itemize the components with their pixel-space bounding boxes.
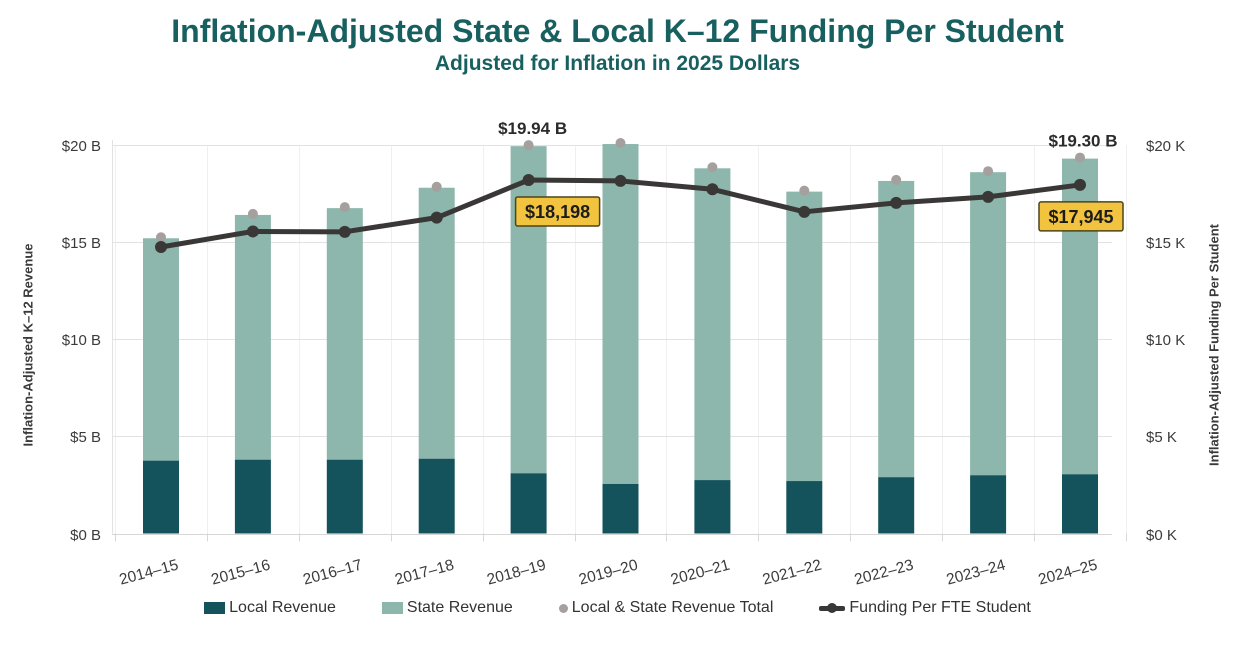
x-label-2019–20: 2019–20 (577, 557, 640, 589)
line-point-2020–21[interactable] (706, 183, 719, 196)
line-point-2018–19[interactable] (522, 174, 535, 187)
line-point-2014–15[interactable] (155, 240, 167, 253)
x-label-2018–19: 2018–19 (485, 557, 548, 589)
state-revenue-swatch-icon (381, 602, 403, 614)
line-callout-text-2024–25: $17,945 (1048, 207, 1113, 227)
bar-local-2014–15[interactable] (143, 460, 179, 534)
line-point-2023–24[interactable] (982, 190, 995, 203)
funding-line-swatch-icon (819, 603, 846, 613)
y-tick-right-4: $20 K (1146, 138, 1185, 155)
bar-local-2021–22[interactable] (786, 481, 823, 534)
total-dot-2019–20[interactable] (615, 138, 626, 149)
bar-total-label-2024–25: $19.30 B (1049, 132, 1118, 151)
legend-item-revenue-total[interactable]: Local & State Revenue Total (558, 599, 774, 617)
chart-header: Inflation-Adjusted State & Local K–12 Fu… (0, 12, 1235, 76)
bar-local-2016–17[interactable] (326, 459, 363, 534)
bar-state-2022–23[interactable] (878, 180, 915, 478)
y-tick-left-4: $20 B (62, 138, 101, 155)
bar-local-2024–25[interactable] (1062, 474, 1098, 534)
bar-state-2020–21[interactable] (694, 168, 731, 481)
legend: Local Revenue State Revenue Local & Stat… (0, 599, 1235, 617)
y-axis-title-left: Inflation-Adjusted K–12 Revenue (20, 243, 36, 447)
legend-item-local-revenue[interactable]: Local Revenue (204, 599, 336, 617)
line-point-2021–22[interactable] (798, 205, 811, 218)
bar-local-2015–16[interactable] (234, 459, 271, 534)
y-tick-left-2: $10 B (62, 332, 101, 349)
line-point-2016–17[interactable] (338, 225, 351, 238)
total-dot-2024–25[interactable] (1075, 152, 1085, 163)
bar-state-2019–20[interactable] (602, 144, 639, 484)
chart-subtitle: Adjusted for Inflation in 2025 Dollars (434, 52, 801, 75)
total-dot-2014–15[interactable] (156, 232, 166, 243)
bar-state-2021–22[interactable] (786, 191, 823, 482)
bar-local-2019–20[interactable] (602, 483, 639, 534)
y-tick-left-0: $0 B (70, 527, 101, 544)
legend-label-revenue-total: Local & State Revenue Total (571, 599, 774, 616)
revenue-total-dot-icon (558, 603, 568, 613)
total-dot-2018–19[interactable] (523, 140, 534, 151)
bar-local-2023–24[interactable] (970, 475, 1007, 534)
total-dot-2022–23[interactable] (891, 174, 902, 185)
legend-item-state-revenue[interactable]: State Revenue (381, 599, 513, 617)
bar-state-2023–24[interactable] (970, 172, 1007, 476)
x-label-2024–25: 2024–25 (1036, 557, 1099, 589)
bar-state-2014–15[interactable] (143, 238, 179, 461)
line-callout-text-2018–19: $18,198 (525, 202, 590, 222)
x-label-2021–22: 2021–22 (761, 557, 824, 589)
total-dot-2015–16[interactable] (247, 208, 258, 219)
total-dot-2016–17[interactable] (339, 202, 350, 213)
bar-local-2022–23[interactable] (878, 477, 915, 534)
bar-local-2018–19[interactable] (510, 473, 547, 534)
total-dot-2023–24[interactable] (983, 166, 994, 177)
total-dot-2017–18[interactable] (431, 181, 442, 192)
bar-state-2018–19[interactable] (510, 146, 547, 474)
line-callout-box-2024–25[interactable] (1038, 201, 1124, 232)
line-point-2017–18[interactable] (430, 211, 443, 224)
line-point-2022–23[interactable] (890, 196, 903, 209)
line-callout-box-2018–19[interactable] (514, 196, 601, 227)
legend-label-state-revenue: State Revenue (406, 599, 513, 616)
chart-title: Inflation-Adjusted State & Local K–12 Fu… (171, 13, 1064, 49)
total-dot-2021–22[interactable] (799, 185, 810, 196)
bar-local-2020–21[interactable] (694, 480, 731, 534)
y-tick-right-0: $0 K (1146, 527, 1177, 544)
x-label-2016–17: 2016–17 (301, 557, 364, 589)
x-label-2023–24: 2023–24 (945, 557, 1008, 589)
x-label-2014–15: 2014–15 (117, 557, 180, 589)
total-dot-2020–21[interactable] (707, 162, 718, 173)
legend-label-local-revenue: Local Revenue (229, 599, 336, 616)
local-revenue-swatch-icon (204, 602, 226, 614)
legend-label-funding-per-fte: Funding Per FTE Student (849, 599, 1031, 616)
y-tick-right-2: $10 K (1146, 332, 1185, 349)
y-axis-title-right: Inflation-Adjusted Funding Per Student (1206, 224, 1222, 466)
line-point-2015–16[interactable] (246, 225, 259, 238)
bar-local-2017–18[interactable] (418, 458, 455, 534)
bar-state-2017–18[interactable] (418, 187, 455, 459)
bar-state-2015–16[interactable] (234, 214, 271, 460)
y-tick-left-1: $5 B (70, 429, 101, 446)
y-tick-left-3: $15 B (62, 235, 101, 252)
x-label-2020–21: 2020–21 (669, 557, 732, 589)
x-label-2022–23: 2022–23 (853, 557, 916, 589)
x-label-2017–18: 2017–18 (393, 557, 456, 589)
x-label-2015–16: 2015–16 (209, 557, 272, 589)
line-point-2019–20[interactable] (614, 174, 627, 187)
y-tick-right-3: $15 K (1146, 235, 1185, 252)
y-tick-right-1: $5 K (1146, 429, 1177, 446)
bar-total-label-2018–19: $19.94 B (498, 119, 567, 138)
legend-item-funding-per-fte[interactable]: Funding Per FTE Student (819, 599, 1031, 617)
bar-state-2016–17[interactable] (326, 208, 363, 460)
line-point-2024–25[interactable] (1074, 178, 1086, 191)
